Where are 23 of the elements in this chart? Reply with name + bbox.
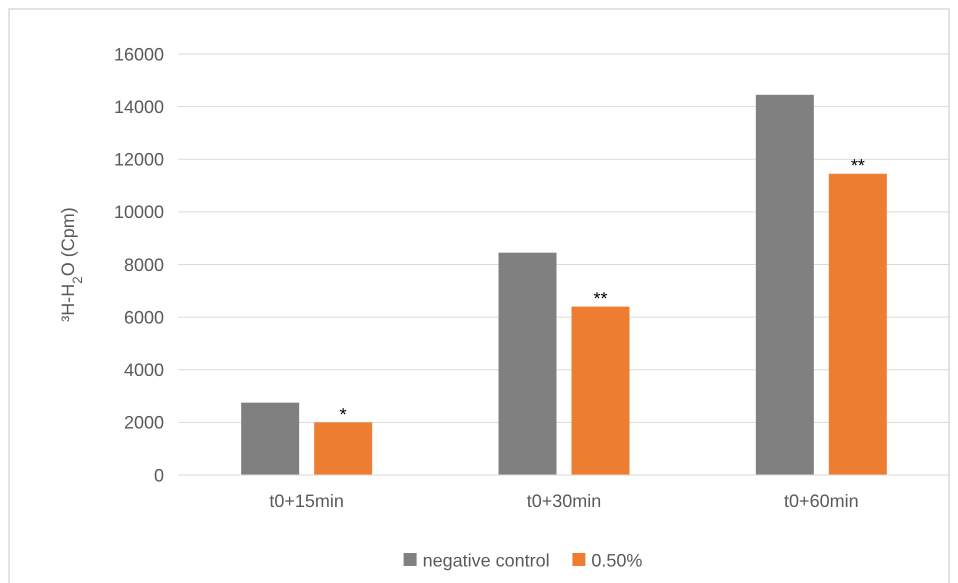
annotation: ** [850,156,865,176]
y-tick-label: 10000 [114,202,164,222]
y-tick-label: 6000 [124,307,164,328]
x-tick-label: t0+15min [269,491,344,511]
legend-label: 0.50% [591,550,642,570]
bar [498,252,556,475]
legend-label: negative control [422,550,550,570]
y-tick-label: 0 [154,465,164,486]
y-tick-label: 16000 [114,44,164,64]
bar [572,306,630,475]
bar [756,94,814,475]
bar [828,174,887,475]
annotation: ** [593,288,608,309]
y-tick-label: 8000 [124,254,164,275]
y-tick-label: 2000 [124,412,164,433]
bar [241,402,300,475]
bar [314,422,372,475]
x-tick-label: t0+30min [526,491,602,511]
y-tick-label: 14000 [114,96,164,117]
annotation: * [340,404,347,424]
y-tick-label: 4000 [124,360,164,380]
x-tick-label: t0+60min [784,491,859,511]
y-tick-label: 12000 [114,150,164,170]
